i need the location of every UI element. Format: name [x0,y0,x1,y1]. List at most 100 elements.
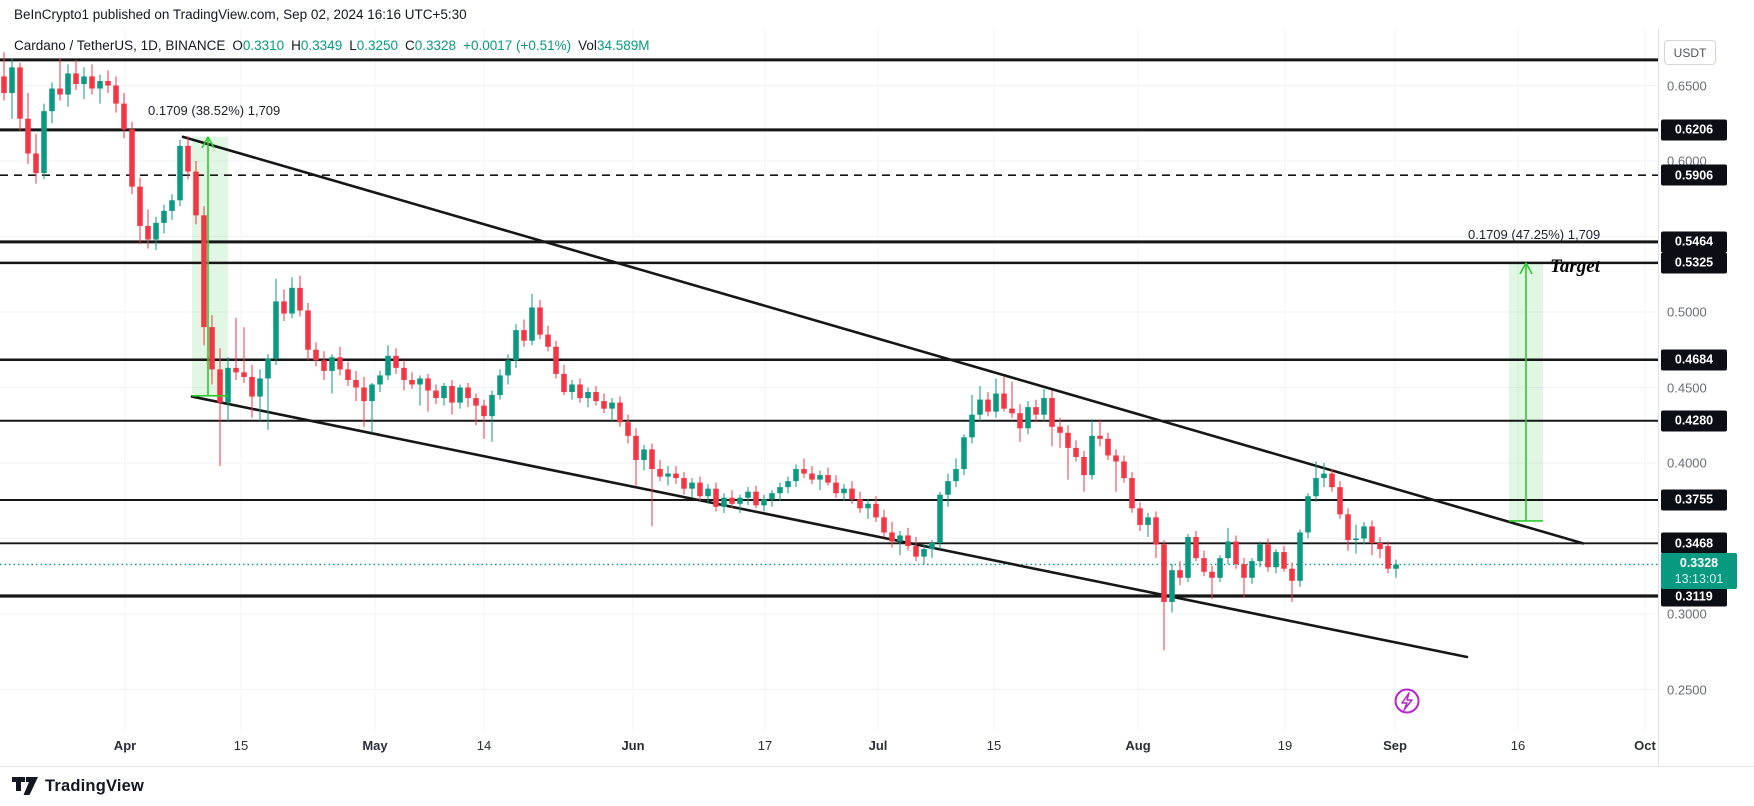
candle-body [585,392,591,399]
candle-body [1121,461,1127,479]
tradingview-watermark-text: TradingView [45,776,145,795]
candle-body [657,469,663,477]
candle-body [1377,543,1383,550]
legend-volume-label: Vol [578,38,597,53]
candle-body [305,310,311,350]
time-axis-border [0,766,1754,767]
candle-body [425,378,431,391]
candle-body [1161,544,1167,602]
descending-trendline[interactable] [181,135,1585,545]
candle-body [417,378,423,385]
candle-body [241,372,247,377]
price-level-badge: 0.5464 [1661,231,1727,253]
candle-body [161,210,167,223]
descending-trendline[interactable] [190,395,1469,659]
candle-body [929,543,935,550]
fib-extension-label-right[interactable]: 0.1709 (47.25%) 1,709 [1468,227,1601,242]
price-axis-label: 0.6500 [1667,78,1707,93]
time-axis-label: Sep [1383,738,1407,753]
candle-body [1033,407,1039,415]
symbol-title[interactable]: Cardano / TetherUS, 1D, BINANCE [14,38,226,53]
time-axis-label: 14 [476,738,492,753]
footer-bar: TradingView [0,767,1754,806]
chart-legend[interactable]: Cardano / TetherUS, 1D, BINANCE O0.3310 H0… [14,38,649,53]
candle-body [1337,487,1343,515]
candle-body [1313,478,1319,497]
candle-body [1129,478,1135,509]
candle-body [921,549,927,557]
candle-body [625,422,631,436]
candle-body [121,103,127,130]
candle-body [377,375,383,385]
candle-body [825,475,831,483]
candle-body [1209,571,1215,578]
price-level-badge: 0.3755 [1661,489,1727,511]
candle-body [1217,558,1223,578]
lightning-bolt-icon [1401,692,1413,711]
candle-body [473,398,479,406]
price-scale-axis[interactable]: 0.6500 0.6000 0.5000 0.4500 0.4000 0.3000 0.25… [1658,28,1754,766]
candle-body [721,497,727,507]
candle-body [1185,536,1191,578]
candle-body [401,367,407,380]
candle-body [297,287,303,311]
header-bar: BeInCrypto1 published on TradingView.com… [0,0,1754,28]
candle-body [1393,564,1399,569]
candle-body [977,399,983,415]
candle-body [329,357,335,371]
legend-ohlc-value: 0.3349 [300,38,343,53]
tradingview-watermark-link[interactable]: TradingView [12,776,144,796]
price-axis-label: 0.2500 [1667,682,1707,697]
candle-body [1369,526,1375,544]
lightning-marker-circle[interactable] [1394,688,1420,714]
time-axis-label: 15 [986,738,1002,753]
candle-body [569,384,575,393]
candle-body [257,378,263,397]
candle-body [553,346,559,374]
candle-body [665,473,671,477]
candle-body [217,369,223,403]
candle-body [1001,393,1007,409]
candle-body [649,449,655,470]
currency-toggle-button[interactable]: USDT [1664,40,1716,65]
candle-body [905,535,911,547]
candle-body [873,503,879,518]
candle-body [209,327,215,370]
candle-body [489,395,495,417]
fib-arrow-up-icon [1519,262,1533,275]
candle-body [481,405,487,417]
legend-ohlc-letter: H [291,38,301,53]
candle-body [673,473,679,479]
target-annotation[interactable]: Target [1550,256,1600,277]
legend-ohlc-value: 0.3328 [414,38,457,53]
candle-body [841,488,847,494]
candle-body [457,387,463,403]
candle-body [1169,570,1175,602]
candle-body [1089,435,1095,476]
candle-body [337,357,343,370]
candle-body [1385,546,1391,569]
candle-body [233,367,239,373]
price-axis-label: 0.4500 [1667,380,1707,395]
price-level-badge: 0.3119 [1661,585,1727,607]
legend-ohlc-letter: O [232,38,243,53]
candle-body [953,469,959,482]
price-level-badge: 0.4684 [1661,349,1727,371]
candle-body [1145,517,1151,525]
candle-body [1049,398,1055,427]
candle-body [1321,473,1327,479]
candle-body [1025,407,1031,429]
candle-body [753,491,759,506]
price-level-badge: 0.6206 [1661,119,1727,141]
candle-body [809,473,815,480]
candle-body [153,222,159,240]
candle-body [89,76,95,89]
candle-body [289,287,295,314]
candle-body [833,482,839,494]
fib-extension-label-left[interactable]: 0.1709 (38.52%) 1,709 [148,103,281,118]
legend-ohlc-value: 0.3250 [356,38,399,53]
candle-body [729,497,735,504]
candle-body [353,379,359,388]
time-scale-axis[interactable]: Apr 15 May 14 Jun 17 Jul 15 Aug 19 Sep 16 Oct [0,730,1754,766]
